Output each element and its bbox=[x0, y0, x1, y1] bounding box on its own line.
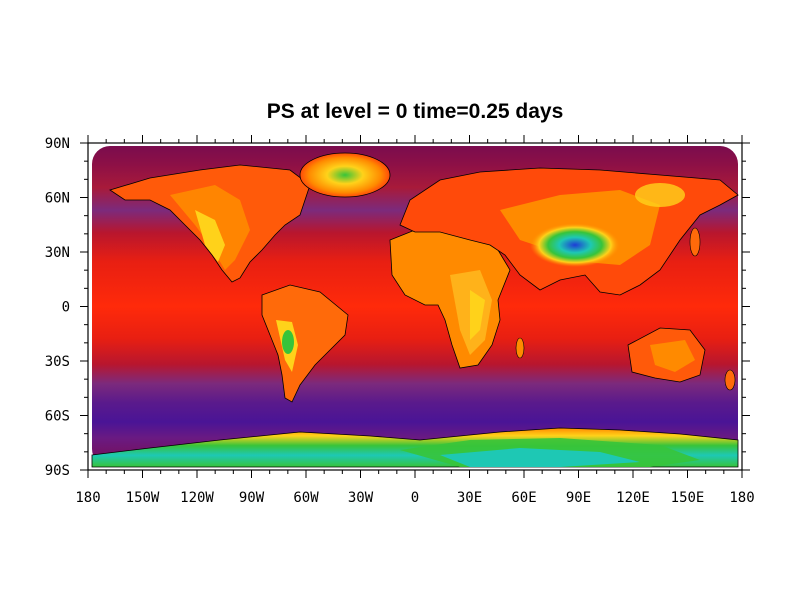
x-tick-label: 180 bbox=[729, 490, 754, 506]
x-tick-label: 60E bbox=[511, 490, 536, 506]
axis-ticks bbox=[80, 135, 750, 478]
y-tick-label: 60S bbox=[45, 409, 70, 425]
greenland bbox=[299, 152, 391, 198]
y-tick-label: 90S bbox=[45, 463, 70, 479]
x-tick-label: 30E bbox=[457, 490, 482, 506]
x-axis-labels: 180 150W 120W 90W 60W 30W 0 30E 60E 90E 120E 150E 18… bbox=[75, 490, 754, 506]
x-tick-label: 120W bbox=[180, 490, 214, 506]
x-tick-label: 0 bbox=[411, 490, 419, 506]
x-tick-label: 150E bbox=[671, 490, 705, 506]
x-tick-label: 30W bbox=[348, 490, 374, 506]
x-tick-label: 180 bbox=[75, 490, 100, 506]
x-tick-label: 120E bbox=[616, 490, 650, 506]
south-america bbox=[261, 284, 349, 403]
y-tick-label: 0 bbox=[62, 300, 70, 316]
y-tick-label: 30S bbox=[45, 354, 70, 370]
x-tick-label: 150W bbox=[126, 490, 160, 506]
y-axis-labels: 90N 60N 30N 0 30S 60S 90S bbox=[45, 136, 70, 479]
y-tick-label: 30N bbox=[45, 245, 70, 261]
map-title: PS at level = 0 time=0.25 days bbox=[266, 100, 564, 123]
tibetan-plateau bbox=[530, 223, 620, 267]
x-tick-label: 60W bbox=[293, 490, 319, 506]
x-tick-label: 90W bbox=[239, 490, 265, 506]
y-tick-label: 90N bbox=[45, 136, 70, 152]
y-tick-label: 60N bbox=[45, 191, 70, 207]
x-tick-label: 90E bbox=[566, 490, 591, 506]
